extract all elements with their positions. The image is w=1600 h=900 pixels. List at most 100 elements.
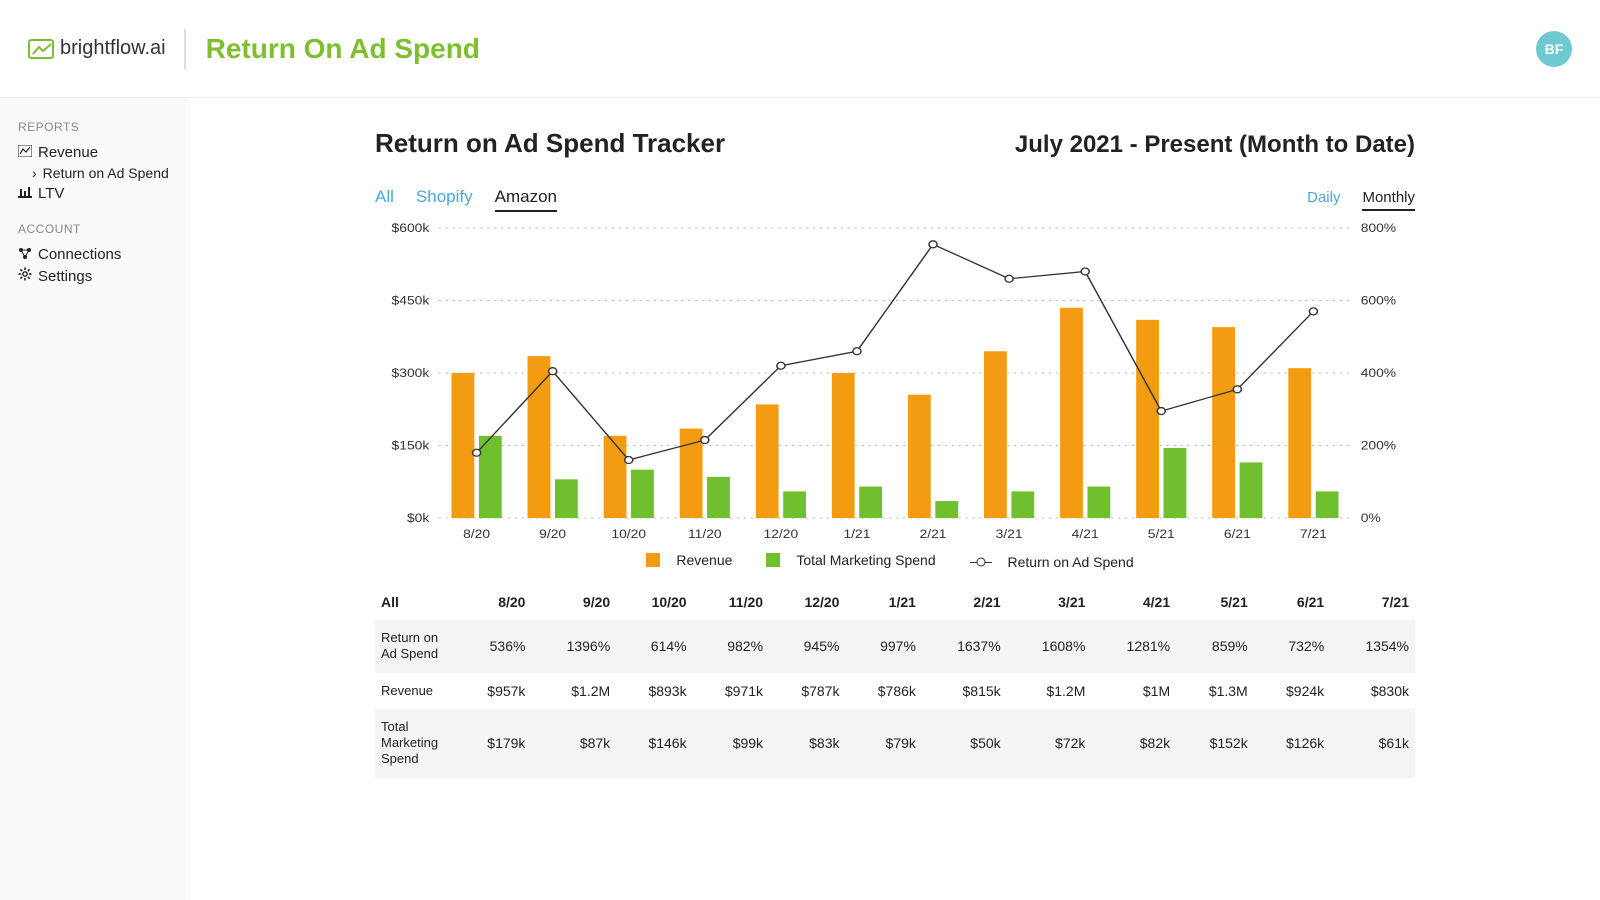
svg-text:200%: 200%: [1361, 438, 1397, 452]
table-cell: 945%: [769, 620, 845, 673]
svg-text:12/20: 12/20: [764, 527, 799, 541]
svg-text:1/21: 1/21: [843, 527, 870, 541]
table-cell: $787k: [769, 673, 845, 709]
table-row: Return on Ad Spend536%1396%614%982%945%9…: [375, 620, 1415, 673]
legend-label: Revenue: [676, 552, 732, 568]
table-cell: $83k: [769, 709, 845, 778]
chevron-right-icon: ›: [32, 165, 37, 181]
table-cell: 732%: [1254, 620, 1330, 673]
table-cell: $61k: [1330, 709, 1415, 778]
table-cell: 1637%: [922, 620, 1007, 673]
spend-swatch-icon: [766, 553, 780, 567]
svg-text:2/21: 2/21: [920, 527, 947, 541]
table-cell: $971k: [693, 673, 769, 709]
sidebar-item-label: Settings: [38, 268, 92, 285]
svg-text:$300k: $300k: [392, 366, 430, 380]
svg-text:6/21: 6/21: [1224, 527, 1251, 541]
table-cell: $786k: [845, 673, 921, 709]
table-cell: 1354%: [1330, 620, 1415, 673]
sidebar-item-ltv[interactable]: LTV: [18, 183, 172, 204]
svg-text:9/20: 9/20: [539, 527, 566, 541]
table-cell: 982%: [693, 620, 769, 673]
roas-chart: $0k$150k$300k$450k$600k0%200%400%600%800…: [375, 218, 1415, 548]
sidebar-group-account: ACCOUNT: [18, 222, 172, 236]
table-cell: 1608%: [1007, 620, 1092, 673]
table-cell: 614%: [616, 620, 692, 673]
table-cell: $152k: [1176, 709, 1254, 778]
table-cell: $1.2M: [1007, 673, 1092, 709]
legend-label: Return on Ad Spend: [1008, 554, 1134, 570]
sidebar-item-connections[interactable]: Connections: [18, 244, 172, 265]
sidebar-item-label: Revenue: [38, 144, 98, 161]
gear-icon: [18, 267, 32, 285]
brand-logo[interactable]: brightflow.ai: [28, 29, 186, 69]
revenue-swatch-icon: [646, 553, 660, 567]
table-col: 12/20: [769, 584, 845, 620]
svg-text:3/21: 3/21: [996, 527, 1023, 541]
card-title: Return on Ad Spend Tracker: [375, 128, 725, 159]
table-cell: $893k: [616, 673, 692, 709]
sidebar-item-label: LTV: [38, 185, 64, 202]
table-col: 6/21: [1254, 584, 1330, 620]
table-col: 7/21: [1330, 584, 1415, 620]
sidebar-item-roas[interactable]: › Return on Ad Spend: [18, 163, 172, 183]
svg-text:$600k: $600k: [392, 221, 430, 235]
row-label: Total Marketing Spend: [375, 709, 455, 778]
table-cell: $82k: [1091, 709, 1176, 778]
table-cell: $1.3M: [1176, 673, 1254, 709]
svg-text:5/21: 5/21: [1148, 527, 1175, 541]
avatar[interactable]: BF: [1536, 31, 1572, 67]
tab-freq-monthly[interactable]: Monthly: [1362, 189, 1415, 211]
table-cell: $99k: [693, 709, 769, 778]
table-col: 10/20: [616, 584, 692, 620]
table-row: Revenue$957k$1.2M$893k$971k$787k$786k$81…: [375, 673, 1415, 709]
chart-legend: Revenue Total Marketing Spend Return on …: [375, 552, 1415, 570]
sidebar-item-settings[interactable]: Settings: [18, 265, 172, 287]
bar-chart-icon: [18, 185, 32, 202]
svg-text:7/21: 7/21: [1300, 527, 1327, 541]
table-cell: $126k: [1254, 709, 1330, 778]
frequency-tabs: Daily Monthly: [1307, 189, 1415, 211]
table-cell: $924k: [1254, 673, 1330, 709]
legend-label: Total Marketing Spend: [796, 552, 935, 568]
table-col: 2/21: [922, 584, 1007, 620]
sidebar-item-label: Return on Ad Spend: [43, 165, 169, 181]
table-cell: 536%: [455, 620, 531, 673]
table-row: Total Marketing Spend$179k$87k$146k$99k$…: [375, 709, 1415, 778]
table-cell: $87k: [531, 709, 616, 778]
table-col: 1/21: [845, 584, 921, 620]
tab-source-amazon[interactable]: Amazon: [495, 187, 557, 212]
logo-mark-icon: [28, 39, 54, 59]
table-cell: $815k: [922, 673, 1007, 709]
chart-line-icon: [18, 144, 32, 161]
table-cell: $72k: [1007, 709, 1092, 778]
table-col: 5/21: [1176, 584, 1254, 620]
sidebar-item-revenue[interactable]: Revenue: [18, 142, 172, 163]
svg-text:8/20: 8/20: [463, 527, 490, 541]
roas-line-icon: [970, 557, 992, 567]
topbar: brightflow.ai Return On Ad Spend BF: [0, 0, 1600, 98]
svg-text:0%: 0%: [1361, 511, 1382, 525]
svg-text:11/20: 11/20: [688, 527, 722, 541]
table-col: 8/20: [455, 584, 531, 620]
card-date-range: July 2021 - Present (Month to Date): [1015, 131, 1415, 159]
svg-text:$150k: $150k: [392, 438, 430, 452]
page-title: Return On Ad Spend: [206, 33, 480, 65]
table-cell: $1.2M: [531, 673, 616, 709]
table-cell: 1396%: [531, 620, 616, 673]
table-cell: 859%: [1176, 620, 1254, 673]
brand-name: brightflow.ai: [60, 37, 166, 60]
nodes-icon: [18, 246, 32, 263]
table-col: 3/21: [1007, 584, 1092, 620]
table-col: 11/20: [693, 584, 769, 620]
tab-source-all[interactable]: All: [375, 187, 394, 212]
table-cell: $146k: [616, 709, 692, 778]
tab-source-shopify[interactable]: Shopify: [416, 187, 473, 212]
tab-freq-daily[interactable]: Daily: [1307, 189, 1340, 211]
svg-text:800%: 800%: [1361, 221, 1397, 235]
source-tabs: All Shopify Amazon: [375, 187, 557, 212]
main-content: Return on Ad Spend Tracker July 2021 - P…: [190, 98, 1600, 900]
svg-text:$450k: $450k: [392, 293, 430, 307]
sidebar: REPORTS Revenue › Return on Ad Spend LTV…: [0, 98, 190, 900]
table-cell: $50k: [922, 709, 1007, 778]
